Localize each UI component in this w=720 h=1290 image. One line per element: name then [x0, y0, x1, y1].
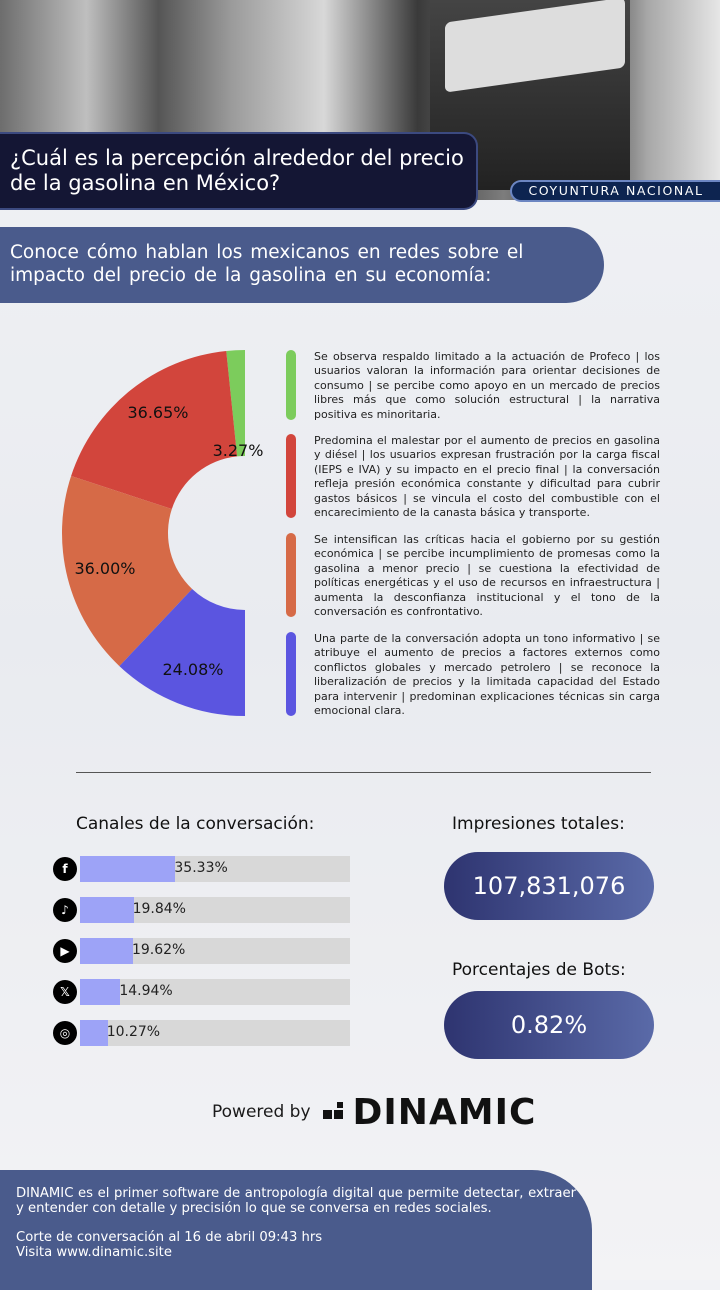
- channel-percent: 35.33%: [174, 860, 228, 876]
- footer-visit-link[interactable]: Visita www.dinamic.site: [16, 1245, 172, 1260]
- tiktok-icon: ♪: [53, 898, 77, 922]
- channel-row: 𝕏 14.94%: [53, 979, 351, 1005]
- channel-bar-track: 14.94%: [80, 979, 350, 1005]
- donut-label: 36.65%: [127, 403, 188, 422]
- channel-bar-track: 19.62%: [80, 938, 350, 964]
- youtube-icon: ▶: [53, 939, 77, 963]
- dinamic-logo: DINAMIC: [352, 1091, 537, 1133]
- channel-bar-track: 10.27%: [80, 1020, 350, 1046]
- impressions-title: Impresiones totales:: [452, 814, 625, 834]
- facebook-icon: f: [53, 857, 77, 881]
- narrative-item: Se intensifican las críticas hacia el go…: [286, 533, 660, 619]
- channel-bar-track: 19.84%: [80, 897, 350, 923]
- channel-percent: 19.62%: [131, 942, 186, 958]
- bots-value: 0.82%: [444, 991, 654, 1059]
- donut-segment: [71, 350, 238, 510]
- donut-label: 36.00%: [74, 559, 135, 578]
- channel-percent: 19.84%: [132, 901, 186, 917]
- channel-bar-fill: [80, 897, 134, 923]
- subtitle: Conoce cómo hablan los mexicanos en rede…: [0, 227, 604, 303]
- narrative-text: Se observa respaldo limitado a la actuac…: [314, 350, 660, 421]
- narrative-text: Predomina el malestar por el aumento de …: [314, 434, 660, 520]
- color-bar: [286, 533, 296, 617]
- channel-bar-fill: [80, 1020, 108, 1046]
- color-bar: [286, 434, 296, 518]
- donut-segment: [119, 588, 245, 716]
- donut-label: 3.27%: [213, 441, 264, 460]
- narrative-item: Predomina el malestar por el aumento de …: [286, 434, 660, 520]
- footer-about: DINAMIC es el primer software de antropo…: [16, 1186, 576, 1216]
- impressions-value: 107,831,076: [444, 852, 654, 920]
- dinamic-logo-icon: [322, 1102, 349, 1122]
- narrative-donut-chart: 3.27% 36.65% 36.00% 24.08%: [62, 350, 264, 716]
- channel-bar-fill: [80, 856, 176, 882]
- instagram-icon: ◎: [53, 1021, 77, 1045]
- narrative-item: Se observa respaldo limitado a la actuac…: [286, 350, 660, 422]
- footer: DINAMIC es el primer software de antropo…: [0, 1170, 592, 1290]
- channel-percent: 10.27%: [106, 1024, 161, 1040]
- donut-label: 24.08%: [162, 660, 223, 679]
- narrative-item: Una parte de la conversación adopta un t…: [286, 632, 660, 718]
- channel-row: ◎ 10.27%: [53, 1020, 351, 1046]
- narrative-text: Una parte de la conversación adopta un t…: [314, 632, 660, 718]
- color-bar: [286, 632, 296, 716]
- channel-bar-fill: [80, 979, 121, 1005]
- bots-title: Porcentajes de Bots:: [452, 960, 626, 980]
- channel-row: ♪ 19.84%: [53, 897, 351, 923]
- narrative-text: Se intensifican las críticas hacia el go…: [314, 533, 660, 619]
- channel-bar-track: 35.33%: [80, 856, 350, 882]
- section-badge: COYUNTURA NACIONAL: [510, 180, 720, 202]
- footer-cut-date: Corte de conversación al 16 de abril 09:…: [16, 1230, 323, 1245]
- page-title: ¿Cuál es la percepción alrededor del pre…: [0, 132, 478, 210]
- channels-title: Canales de la conversación:: [76, 814, 315, 834]
- x-icon: 𝕏: [53, 980, 77, 1004]
- channel-percent: 14.94%: [119, 983, 173, 999]
- channel-row: f 35.33%: [53, 856, 351, 882]
- donut-segment: [62, 476, 193, 667]
- powered-by: Powered by DINAMIC: [212, 1091, 537, 1133]
- powered-by-label: Powered by: [212, 1102, 311, 1122]
- channel-row: ▶ 19.62%: [53, 938, 351, 964]
- divider: [76, 772, 651, 773]
- channel-bar-fill: [80, 938, 133, 964]
- color-bar: [286, 350, 296, 420]
